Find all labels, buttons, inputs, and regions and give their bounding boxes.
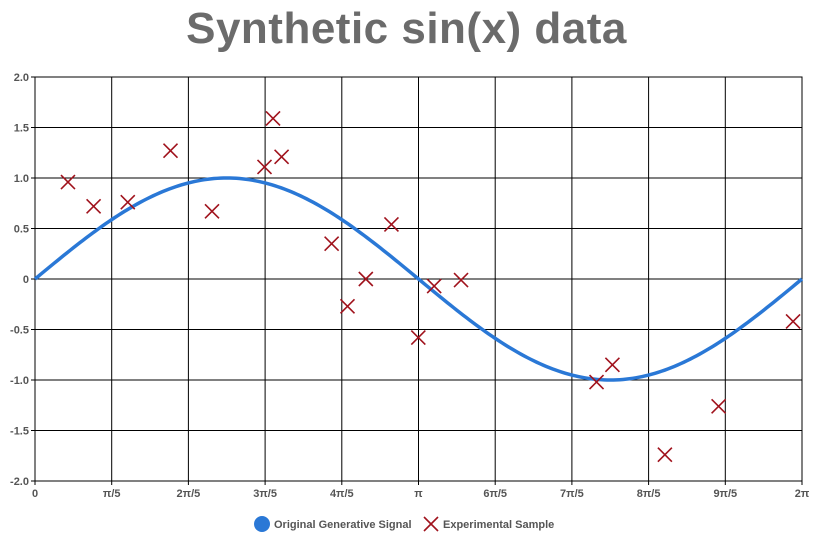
sample-point [711,398,727,414]
x-tick-label: 2π [795,488,810,500]
x-tick-label: 8π/5 [637,488,661,500]
legend-label-original-generative-signal: Original Generative Signal [274,519,412,531]
x-tick-label: 3π/5 [253,488,277,500]
sample-point [86,198,102,214]
sample-point [785,313,801,329]
x-tick-label: 7π/5 [560,488,584,500]
sample-point [588,374,605,390]
legend: Original Generative Signal Experimental S… [254,516,554,532]
x-tick-label: π/5 [103,488,121,500]
sample-point [410,330,426,346]
sample-point [426,278,442,294]
chart-title: Synthetic sin(x) data [186,4,627,53]
y-tick-label: -1.5 [10,426,29,438]
sample-point [339,298,356,314]
legend-label-experimental-sample: Experimental Sample [443,519,554,531]
sample-point [274,149,290,165]
y-tick-label: 1.5 [14,123,29,135]
sample-point [383,216,400,233]
sample-point [265,110,281,126]
x-tick-label: 9π/5 [713,488,737,500]
sample-point [256,159,273,175]
y-tick-label: -0.5 [10,325,29,337]
series-line-original-generative-signal [33,176,804,382]
y-tick-label: -2.0 [10,476,29,488]
sample-point [120,194,136,210]
x-tick-label: 2π/5 [177,488,201,500]
sample-point [60,174,76,190]
sample-point [604,357,620,373]
legend-swatch-original-generative-signal [254,516,270,532]
x-tick-label: 4π/5 [330,488,354,500]
x-tick-label: 0 [32,488,38,500]
y-tick-label: -1.0 [10,375,29,387]
x-tick-label: π [414,488,423,500]
y-tick-label: 0 [23,274,29,286]
sample-point [324,236,340,252]
sample-point [358,271,374,287]
axis-labels: 0 π/5 2π/5 3π/5 4π/5 π 6π/5 7π/5 8π/5 9π/5 2π 2.0 1.… [10,72,810,500]
sample-point [162,143,179,159]
y-tick-label: 1.0 [14,173,29,185]
y-tick-label: 0.5 [14,224,29,236]
sample-point [657,447,673,463]
legend-swatch-experimental-sample [423,516,439,532]
sample-point [204,203,220,219]
series-layer [33,110,804,463]
sample-point [453,272,469,288]
x-tick-label: 6π/5 [483,488,507,500]
y-tick-label: 2.0 [14,72,29,84]
